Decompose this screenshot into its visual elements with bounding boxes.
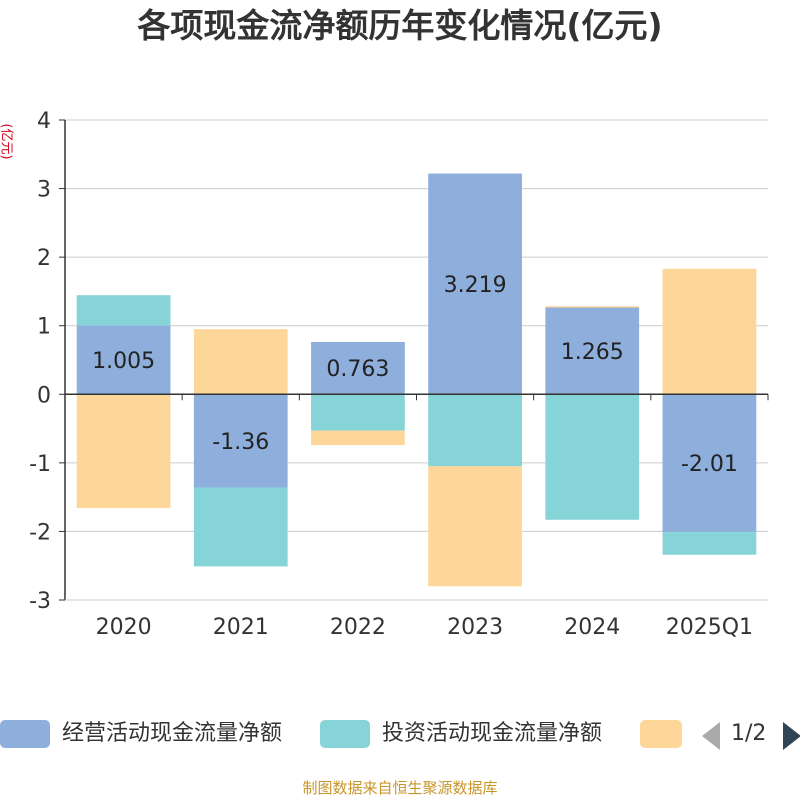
x-tick-label: 2021: [213, 615, 269, 640]
bar-3-2021: [193, 329, 288, 395]
legend-swatch-investing[interactable]: [320, 720, 370, 748]
bar-1-2024: [545, 307, 640, 395]
chart-title: 各项现金流净额历年变化情况(亿元): [137, 6, 663, 45]
data-source-note: 制图数据来自恒生聚源数据库: [302, 779, 498, 797]
bar-2-2021: [193, 487, 288, 567]
bar-1-2022: [311, 341, 405, 395]
bar-3-2023: [428, 466, 522, 587]
bar-1-2021: [193, 394, 288, 488]
bar-2-2025Q1: [662, 532, 757, 555]
data-label-2021: -1.36: [212, 430, 269, 455]
legend-swatch-operating[interactable]: [0, 720, 50, 748]
legend-prev-page-icon[interactable]: [702, 722, 720, 750]
y-tick-label: 0: [37, 383, 51, 408]
legend-swatch-financing[interactable]: [640, 720, 682, 748]
legend-label-operating[interactable]: 经营活动现金流量净额: [62, 721, 283, 746]
data-label-2020: 1.005: [92, 349, 155, 374]
x-tick-label: 2020: [96, 615, 152, 640]
bar-2-2023: [428, 394, 522, 467]
data-label-2022: 0.763: [326, 357, 389, 382]
bar-1-2025Q1: [662, 394, 757, 533]
bar-2-2024: [545, 394, 640, 520]
x-tick-label: 2025Q1: [666, 615, 753, 640]
y-tick-label: 4: [37, 109, 51, 134]
legend-page-indicator: 1/2: [731, 721, 767, 746]
x-tick-label: 2022: [330, 615, 386, 640]
bar-2-2020: [76, 295, 171, 326]
data-label-2024: 1.265: [561, 340, 624, 365]
data-label-2023: 3.219: [444, 273, 507, 298]
bar-3-2022: [311, 430, 405, 446]
y-tick-label: -1: [29, 452, 51, 477]
legend: 经营活动现金流量净额 投资活动现金流量净额 1/2: [0, 714, 800, 754]
y-tick-label: -2: [29, 520, 51, 545]
bar-1-2023: [428, 173, 522, 395]
y-tick-label: -3: [29, 589, 51, 614]
y-tick-label: 3: [37, 178, 51, 203]
y-tick-label: 2: [37, 246, 51, 271]
x-tick-label: 2024: [564, 615, 620, 640]
bar-2-2022: [311, 394, 405, 431]
bar-1-2020: [76, 325, 171, 395]
data-label-2025Q1: -2.01: [681, 452, 738, 477]
bar-3-2025Q1: [662, 268, 757, 395]
y-tick-label: 1: [37, 315, 51, 340]
bar-3-2024: [545, 306, 640, 308]
stacked-bar-chart: 4 3 2 1 0 -1 -2 -3 1.005 -1.36 0.763 3.219 1.265 -2.0…: [29, 109, 769, 640]
legend-next-page-icon[interactable]: [783, 722, 800, 750]
bar-3-2020: [76, 394, 171, 509]
legend-label-investing[interactable]: 投资活动现金流量净额: [382, 721, 603, 746]
x-tick-label: 2023: [447, 615, 503, 640]
